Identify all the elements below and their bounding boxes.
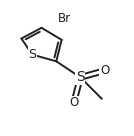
Text: O: O <box>69 96 78 109</box>
Text: O: O <box>100 64 109 77</box>
Text: Br: Br <box>58 12 71 25</box>
Text: S: S <box>76 70 85 84</box>
Text: S: S <box>28 48 36 61</box>
